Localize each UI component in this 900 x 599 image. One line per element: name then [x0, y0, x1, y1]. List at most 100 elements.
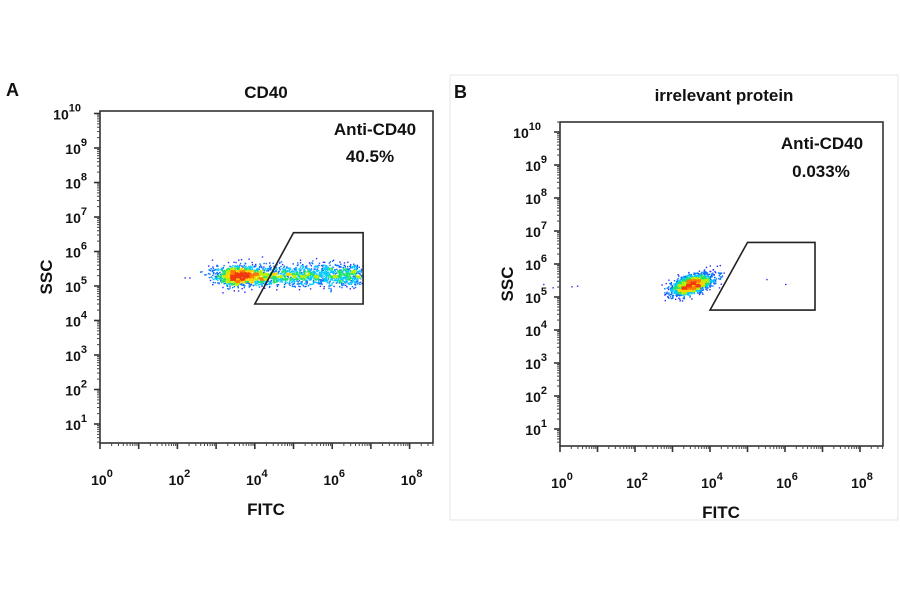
event-point — [270, 282, 272, 284]
event-point — [664, 292, 666, 294]
event-point — [334, 279, 336, 281]
event-point — [336, 275, 338, 277]
event-point — [325, 265, 328, 267]
event-point — [278, 268, 281, 270]
event-point — [259, 283, 261, 286]
y-tick-label: 108 — [525, 187, 547, 207]
event-point — [274, 276, 276, 279]
event-point — [302, 276, 304, 278]
event-point — [299, 259, 302, 261]
gate-polygon[interactable] — [253, 231, 364, 305]
event-point — [710, 282, 712, 284]
event-point — [692, 277, 695, 279]
event-point — [240, 279, 242, 281]
event-point — [245, 268, 247, 271]
event-point — [291, 272, 294, 274]
event-point — [688, 291, 690, 293]
event-point — [237, 287, 239, 289]
event-point — [714, 280, 717, 282]
event-point — [674, 288, 676, 290]
event-point — [302, 264, 304, 266]
event-point — [283, 283, 286, 286]
event-point — [703, 279, 705, 282]
event-point — [247, 279, 249, 281]
gate-polygon[interactable] — [708, 241, 816, 311]
event-point — [685, 279, 688, 281]
event-point — [274, 271, 276, 273]
event-point — [691, 276, 693, 278]
event-point — [675, 291, 677, 293]
event-point — [345, 271, 347, 273]
event-point — [301, 282, 303, 284]
event-point — [688, 282, 690, 284]
event-point — [679, 300, 681, 302]
event-point — [321, 280, 323, 282]
event-point — [254, 276, 256, 278]
event-point — [226, 280, 228, 282]
event-point — [219, 272, 221, 274]
event-point — [330, 275, 332, 277]
event-point — [272, 277, 274, 280]
event-point — [353, 272, 355, 274]
event-point — [292, 270, 294, 273]
event-point — [704, 272, 706, 274]
event-point — [684, 294, 687, 296]
event-point — [318, 279, 321, 281]
event-point — [329, 267, 331, 269]
event-point — [327, 281, 329, 283]
event-point — [702, 282, 704, 284]
event-point — [305, 285, 307, 287]
event-point — [242, 278, 244, 280]
event-point — [683, 296, 685, 298]
event-point — [696, 275, 699, 277]
event-point — [252, 279, 255, 282]
event-point — [249, 266, 251, 268]
event-point — [354, 278, 356, 281]
event-point — [704, 279, 706, 281]
event-point — [269, 282, 271, 284]
event-point — [672, 297, 674, 300]
event-point — [681, 279, 684, 282]
event-point — [689, 278, 691, 280]
event-point — [216, 264, 218, 267]
event-point — [345, 284, 347, 287]
event-point — [309, 283, 311, 286]
event-point — [275, 267, 277, 270]
event-point — [236, 281, 238, 283]
event-point — [262, 282, 265, 285]
event-point — [711, 274, 713, 276]
event-point — [350, 267, 352, 269]
event-point — [292, 280, 294, 282]
event-point — [711, 281, 713, 283]
event-point — [324, 270, 327, 273]
event-point — [245, 270, 247, 273]
y-tick-label: 104 — [65, 310, 88, 330]
event-point — [703, 269, 706, 271]
event-point — [350, 282, 353, 284]
event-point — [229, 265, 231, 268]
event-point — [300, 264, 302, 267]
event-point — [252, 276, 254, 278]
event-point — [347, 272, 349, 274]
event-point — [307, 274, 309, 276]
event-point — [693, 285, 695, 287]
event-point — [324, 264, 327, 267]
event-point — [243, 278, 246, 280]
event-point — [701, 292, 703, 294]
event-point — [351, 277, 353, 279]
event-point — [708, 281, 710, 283]
event-point — [704, 271, 706, 273]
event-point — [683, 276, 685, 278]
event-point — [343, 284, 345, 286]
event-point — [235, 282, 238, 284]
event-point — [321, 274, 324, 277]
event-point — [212, 267, 215, 270]
event-point — [673, 283, 675, 285]
event-point — [245, 276, 247, 279]
event-point — [322, 269, 325, 271]
event-point — [719, 272, 721, 274]
event-point — [228, 280, 230, 283]
event-point — [674, 287, 677, 290]
event-point — [273, 265, 275, 268]
event-point — [289, 279, 291, 282]
